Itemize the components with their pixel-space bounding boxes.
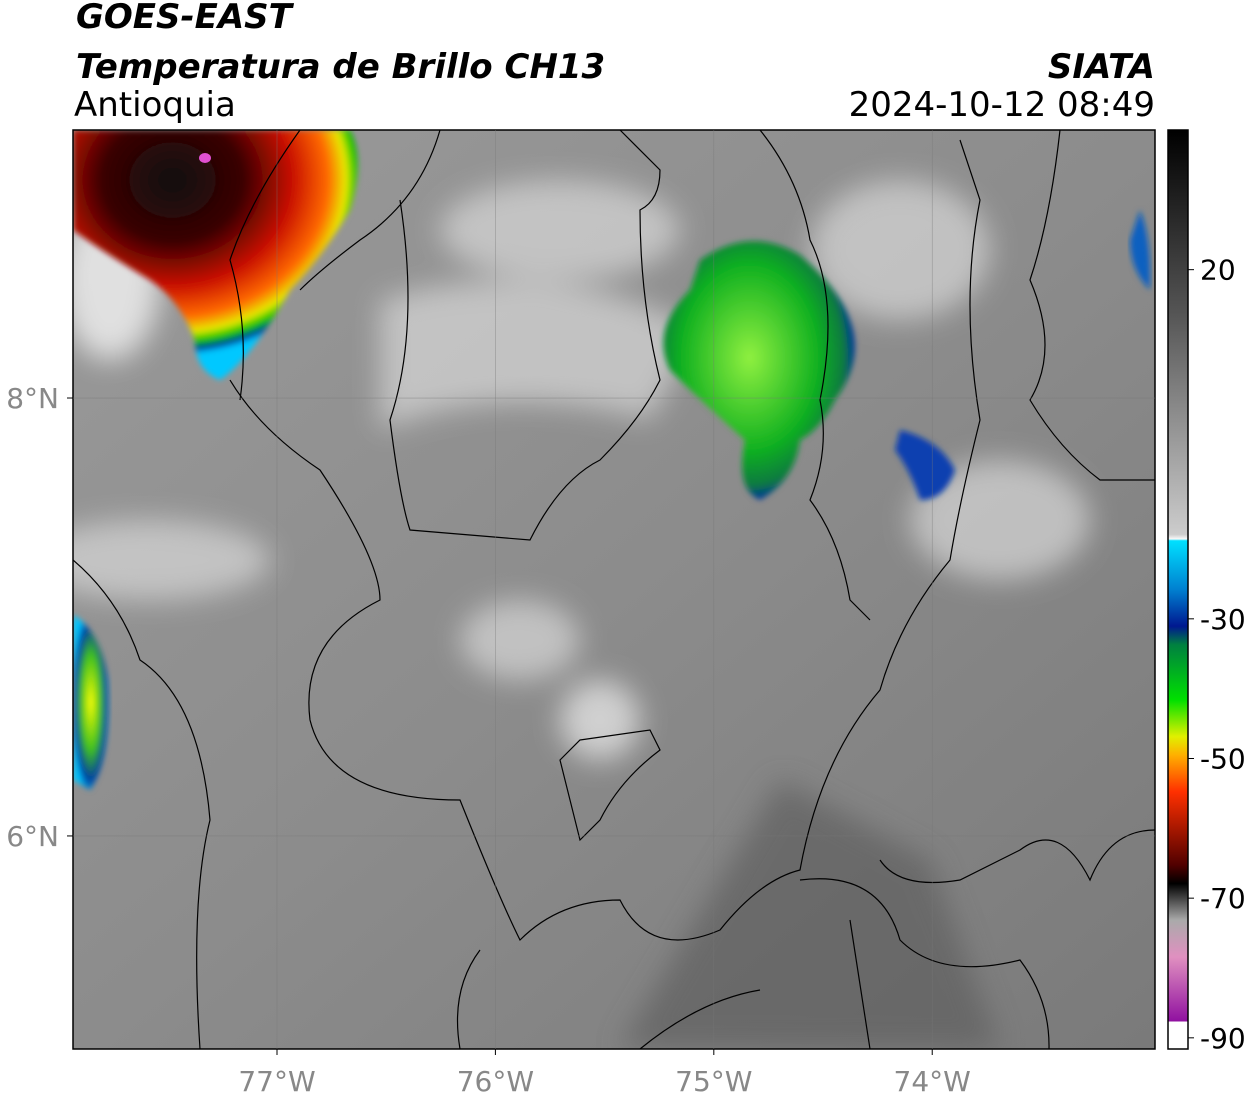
lat-tick-label: 6°N bbox=[6, 820, 59, 853]
lon-tick-label: 77°W bbox=[238, 1065, 315, 1098]
map-frame bbox=[72, 129, 1156, 1050]
title: GOES-EAST bbox=[76, 0, 295, 37]
lat-tick-label: 8°N bbox=[6, 382, 59, 415]
colorbar-tick-label: -50 bbox=[1200, 742, 1246, 775]
subtitle: Temperatura de Brillo CH13 bbox=[76, 47, 605, 87]
region: Antioquia bbox=[74, 85, 236, 125]
satellite-image bbox=[73, 130, 1155, 1049]
lon-tick-label: 74°W bbox=[894, 1065, 971, 1098]
colorbar-tick-label: 20 bbox=[1200, 254, 1236, 287]
colorbar-tick-label: -30 bbox=[1200, 603, 1246, 636]
datetime: 2024-10-12 08:49 bbox=[849, 85, 1155, 125]
source: SIATA bbox=[1048, 47, 1155, 87]
colorbar bbox=[1167, 129, 1189, 1050]
colorbar-tick-label: -70 bbox=[1200, 882, 1246, 915]
colorbar-tick-label: -90 bbox=[1200, 1022, 1246, 1055]
lon-tick-label: 75°W bbox=[675, 1065, 752, 1098]
lon-tick-label: 76°W bbox=[457, 1065, 534, 1098]
